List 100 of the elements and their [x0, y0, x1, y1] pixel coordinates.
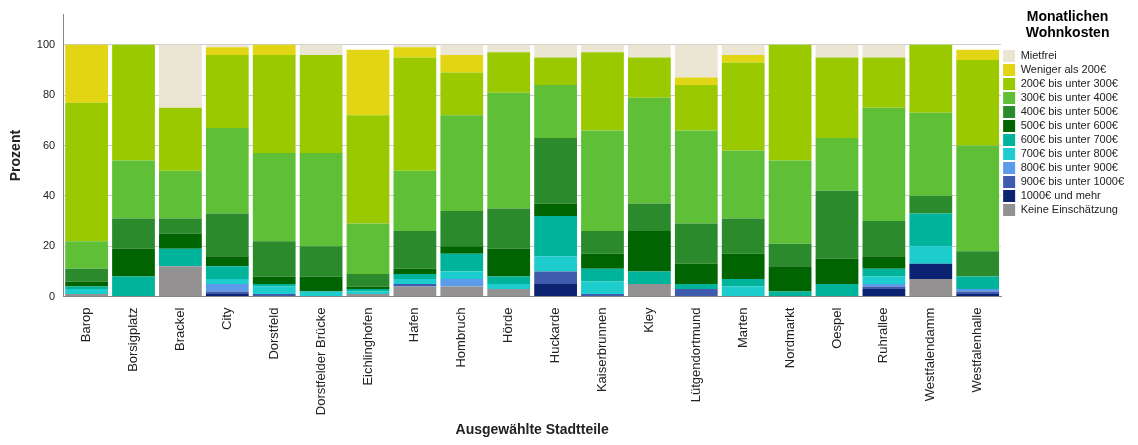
- bar: [252, 241, 296, 277]
- bar: [299, 153, 343, 247]
- bar: [815, 44, 859, 58]
- bar: [674, 223, 718, 264]
- bar: [862, 289, 906, 297]
- bar: [721, 54, 765, 63]
- bar: [862, 268, 906, 277]
- bar: [112, 160, 155, 219]
- bar: [768, 266, 812, 292]
- x-tick-label: Oespel: [828, 307, 844, 349]
- bar: [956, 145, 1000, 252]
- bar: [815, 258, 859, 284]
- y-tick-label: 0: [49, 289, 56, 302]
- bar: [65, 268, 108, 282]
- bar: [534, 203, 577, 216]
- x-tick-label: Lütgendortmund: [687, 307, 703, 403]
- bar: [956, 251, 1000, 277]
- legend-label: 500€ bis unter 600€: [1020, 119, 1118, 132]
- x-tick-label: Barop: [78, 307, 94, 343]
- legend-label: 1000€ und mehr: [1020, 189, 1102, 202]
- x-tick-label: Eichlinghofen: [359, 307, 375, 386]
- bar: [252, 294, 296, 297]
- bar: [205, 278, 249, 284]
- bar: [205, 54, 249, 128]
- bar: [534, 57, 577, 86]
- bar: [862, 256, 906, 269]
- x-tick-label: Huckarde: [547, 307, 563, 364]
- bar: [112, 218, 155, 249]
- legend-label: 200€ bis unter 300€: [1020, 77, 1118, 90]
- bar: [674, 283, 718, 289]
- x-tick-label: Nordmarkt: [781, 307, 797, 369]
- bar: [252, 44, 296, 55]
- x-tick-label: Kley: [640, 307, 656, 333]
- bar: [65, 102, 108, 242]
- x-tick-label: Marten: [734, 307, 750, 349]
- y-tick-label: 20: [42, 239, 56, 252]
- bar: [628, 271, 671, 284]
- bar: [628, 97, 671, 204]
- bar: [581, 268, 624, 282]
- legend-label: 300€ bis unter 400€: [1020, 91, 1118, 104]
- bar: [909, 263, 953, 279]
- bar: [440, 44, 484, 55]
- bar: [112, 276, 155, 297]
- legend-title: Monatlichen Wohnkosten: [1025, 7, 1110, 40]
- y-tick-label: 40: [42, 188, 56, 201]
- bar: [252, 276, 296, 284]
- bar: [487, 52, 531, 93]
- bar: [534, 256, 577, 272]
- bar: [159, 218, 202, 234]
- bar: [65, 281, 108, 287]
- legend-label: 600€ bis unter 700€: [1020, 133, 1118, 146]
- bar: [440, 72, 484, 116]
- bar: [346, 49, 390, 116]
- bar: [159, 107, 202, 171]
- bar: [346, 223, 390, 274]
- x-tick-label: Brackel: [171, 307, 187, 351]
- y-axis-title: Prozent: [7, 129, 24, 182]
- bar: [862, 107, 906, 222]
- bar: [159, 248, 202, 267]
- bar: [628, 203, 671, 232]
- bar: [909, 246, 953, 264]
- bar: [581, 253, 624, 269]
- bar: [159, 44, 202, 108]
- bar: [205, 256, 249, 267]
- bar: [346, 115, 390, 224]
- bar: [440, 115, 484, 211]
- bar: [487, 92, 531, 209]
- x-tick-label: City: [218, 307, 234, 330]
- bar: [909, 195, 953, 214]
- bar: [299, 44, 343, 55]
- bar: [252, 54, 296, 154]
- bar: [768, 243, 812, 267]
- bar: [815, 57, 859, 138]
- bar: [721, 253, 765, 279]
- bar: [674, 85, 718, 131]
- bar: [159, 170, 202, 219]
- bar: [205, 127, 249, 214]
- bar: [299, 54, 343, 154]
- bar: [393, 268, 437, 274]
- bar: [487, 283, 531, 289]
- bar: [205, 266, 249, 279]
- y-tick-label: 100: [36, 37, 56, 50]
- legend-label: Keine Einschätzung: [1020, 203, 1118, 216]
- bar: [581, 231, 624, 254]
- x-tick-label: Hombruch: [453, 307, 469, 368]
- bar: [721, 150, 765, 219]
- x-tick-label: Westfalendamm: [922, 307, 938, 402]
- bar: [721, 62, 765, 151]
- bar: [674, 77, 718, 86]
- legend-label: 700€ bis unter 800€: [1020, 147, 1118, 160]
- bar: [65, 286, 108, 289]
- bar: [252, 286, 296, 295]
- bar: [956, 59, 1000, 146]
- bar: [956, 276, 1000, 289]
- x-axis-title: Ausgewählte Stadtteile: [455, 421, 609, 438]
- bar: [721, 218, 765, 254]
- bar: [674, 44, 718, 78]
- bar: [909, 44, 953, 113]
- bar: [956, 49, 1000, 60]
- bar: [815, 283, 859, 297]
